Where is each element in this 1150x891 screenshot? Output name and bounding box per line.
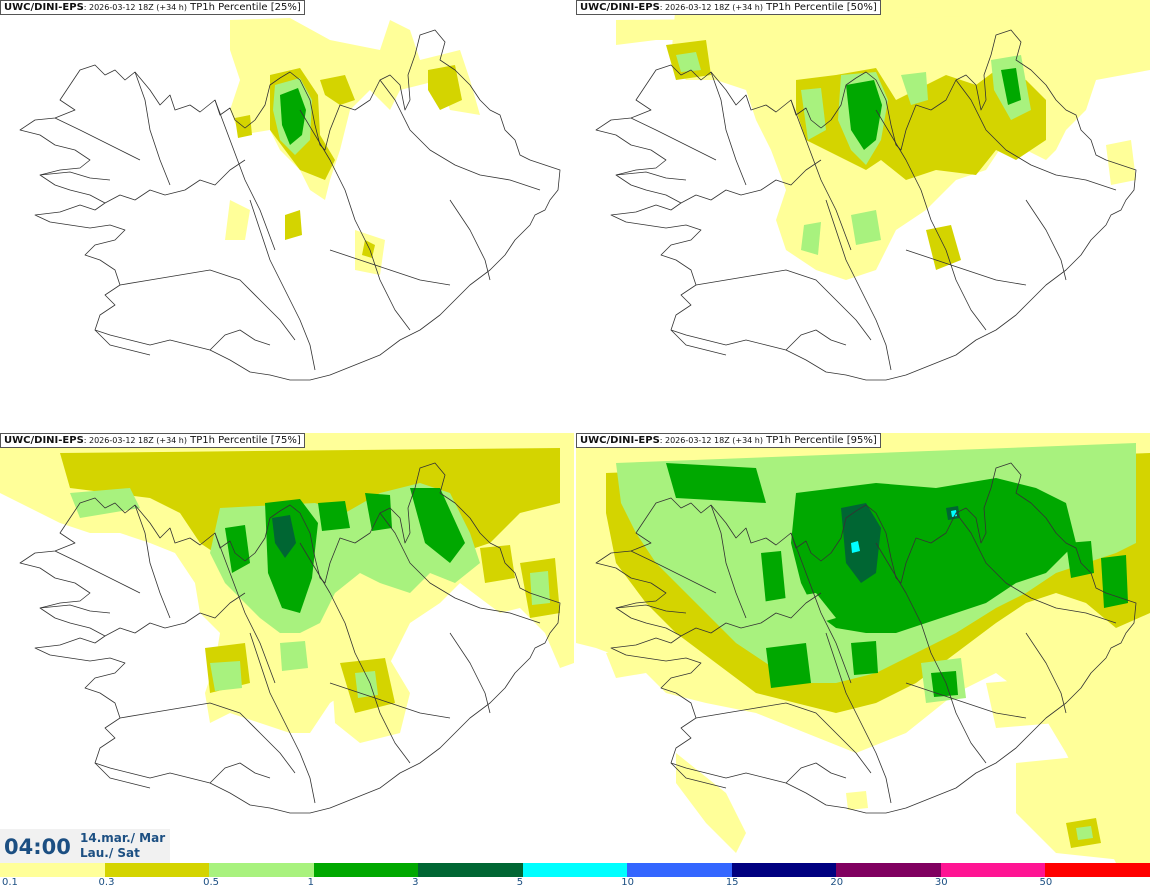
- colorbar-segment: [1045, 863, 1150, 877]
- valid-time-box: 04:00 14.mar./ Mar Lau./ Sat: [0, 829, 170, 863]
- panel-title: UWC/DINI-EPS: 2026-03-12 18Z (+34 h) TP1…: [0, 0, 305, 15]
- colorbar-segment: [836, 863, 941, 877]
- model-name: UWC/DINI-EPS: [4, 2, 84, 13]
- colorbar-segment: [418, 863, 523, 877]
- colorbar-segment: [731, 863, 837, 877]
- colorbar-label: 0.1: [2, 877, 18, 888]
- map-panel-p50: UWC/DINI-EPS: 2026-03-12 18Z (+34 h) TP1…: [576, 0, 1150, 430]
- colorbar-label: 20: [830, 877, 844, 888]
- colorbar-segment: [627, 863, 732, 877]
- valid-date-line1: 14.mar./ Mar: [80, 831, 166, 845]
- valid-date: 14.mar./ Mar Lau./ Sat: [80, 831, 165, 861]
- run-info: : 2026-03-12 18Z (+34 h): [659, 3, 763, 12]
- field-name: TP1h Percentile [50%]: [762, 2, 877, 13]
- precip-map-p25: [19, 18, 561, 381]
- field-name: TP1h Percentile [75%]: [186, 435, 301, 446]
- model-name: UWC/DINI-EPS: [4, 435, 84, 446]
- valid-date-line2: Lau./ Sat: [80, 846, 140, 860]
- colorbar-label: 0.3: [98, 877, 115, 888]
- colorbar-label: 5: [516, 877, 524, 888]
- panel-title: UWC/DINI-EPS: 2026-03-12 18Z (+34 h) TP1…: [576, 0, 881, 15]
- run-info: : 2026-03-12 18Z (+34 h): [659, 436, 763, 445]
- colorbar-segment: [940, 863, 1046, 877]
- colorbar-segment: [104, 863, 210, 877]
- colorbar-segment: [0, 863, 105, 877]
- map-panel-p95: UWC/DINI-EPS: 2026-03-12 18Z (+34 h) TP1…: [576, 433, 1150, 863]
- colorbar-label: 1: [307, 877, 314, 888]
- field-name: TP1h Percentile [25%]: [186, 2, 301, 13]
- precip-map-p50: [595, 0, 1150, 381]
- precip-map-p75: [0, 433, 574, 814]
- colorbar: [0, 863, 1150, 877]
- colorbar-label: 0.5: [203, 877, 219, 888]
- colorbar-segment: [313, 863, 419, 877]
- run-info: : 2026-03-12 18Z (+34 h): [83, 436, 187, 445]
- model-name: UWC/DINI-EPS: [580, 2, 660, 13]
- colorbar-label: 3: [412, 877, 419, 888]
- colorbar-label: 15: [725, 877, 739, 888]
- field-name: TP1h Percentile [95%]: [762, 435, 877, 446]
- colorbar-segment: [522, 863, 628, 877]
- run-info: : 2026-03-12 18Z (+34 h): [83, 3, 187, 12]
- valid-time: 04:00: [4, 835, 71, 859]
- colorbar-label: 30: [934, 877, 948, 888]
- colorbar-label: 50: [1039, 877, 1053, 888]
- panel-title: UWC/DINI-EPS: 2026-03-12 18Z (+34 h) TP1…: [576, 433, 881, 448]
- colorbar-labels: 0.1 0.3 0.5 1 3 5 10 15 20 30 50: [0, 876, 1150, 891]
- colorbar-label: 10: [621, 877, 634, 888]
- panel-title: UWC/DINI-EPS: 2026-03-12 18Z (+34 h) TP1…: [0, 433, 305, 448]
- map-panel-p25: UWC/DINI-EPS: 2026-03-12 18Z (+34 h) TP1…: [0, 0, 574, 430]
- colorbar-segment: [209, 863, 314, 877]
- precip-map-p95: [576, 433, 1150, 863]
- model-name: UWC/DINI-EPS: [580, 435, 660, 446]
- map-panel-p75: UWC/DINI-EPS: 2026-03-12 18Z (+34 h) TP1…: [0, 433, 574, 863]
